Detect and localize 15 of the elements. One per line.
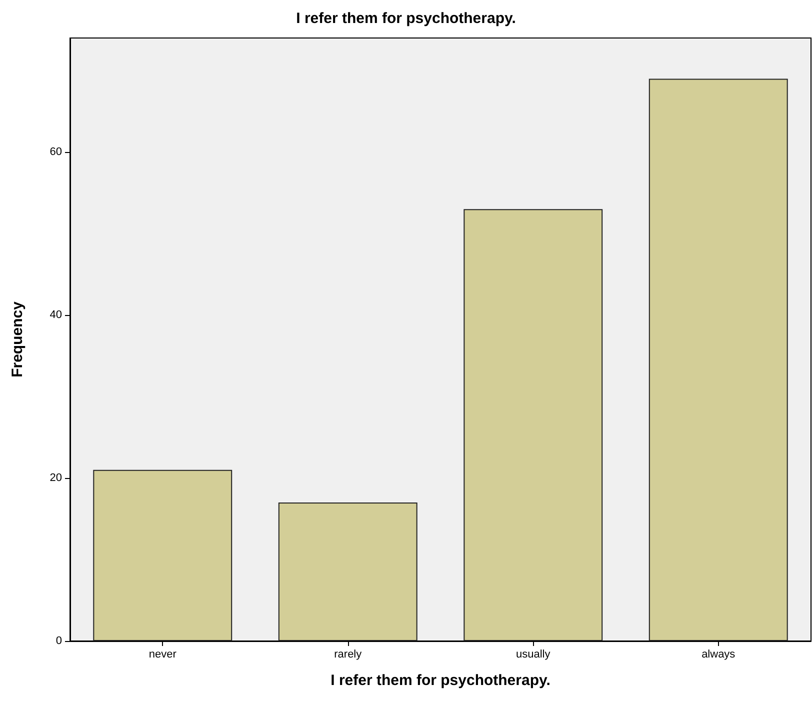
bar xyxy=(278,502,418,641)
chart-title: I refer them for psychotherapy. xyxy=(296,10,516,27)
bar xyxy=(93,470,232,641)
y-tick-label: 40 xyxy=(50,309,62,322)
x-tick-label: never xyxy=(148,648,177,660)
x-tick-label: usually xyxy=(516,648,551,660)
y-tick-label: 60 xyxy=(50,146,62,158)
y-axis-title: Frequency xyxy=(9,300,26,378)
y-tick-label: 0 xyxy=(56,635,62,647)
bar xyxy=(648,78,788,641)
x-tick-label: rarely xyxy=(334,648,362,660)
x-axis-title: I refer them for psychotherapy. xyxy=(330,672,550,689)
y-tick-label: 20 xyxy=(50,472,62,484)
bar xyxy=(464,209,603,641)
x-tick-label: always xyxy=(702,648,736,660)
